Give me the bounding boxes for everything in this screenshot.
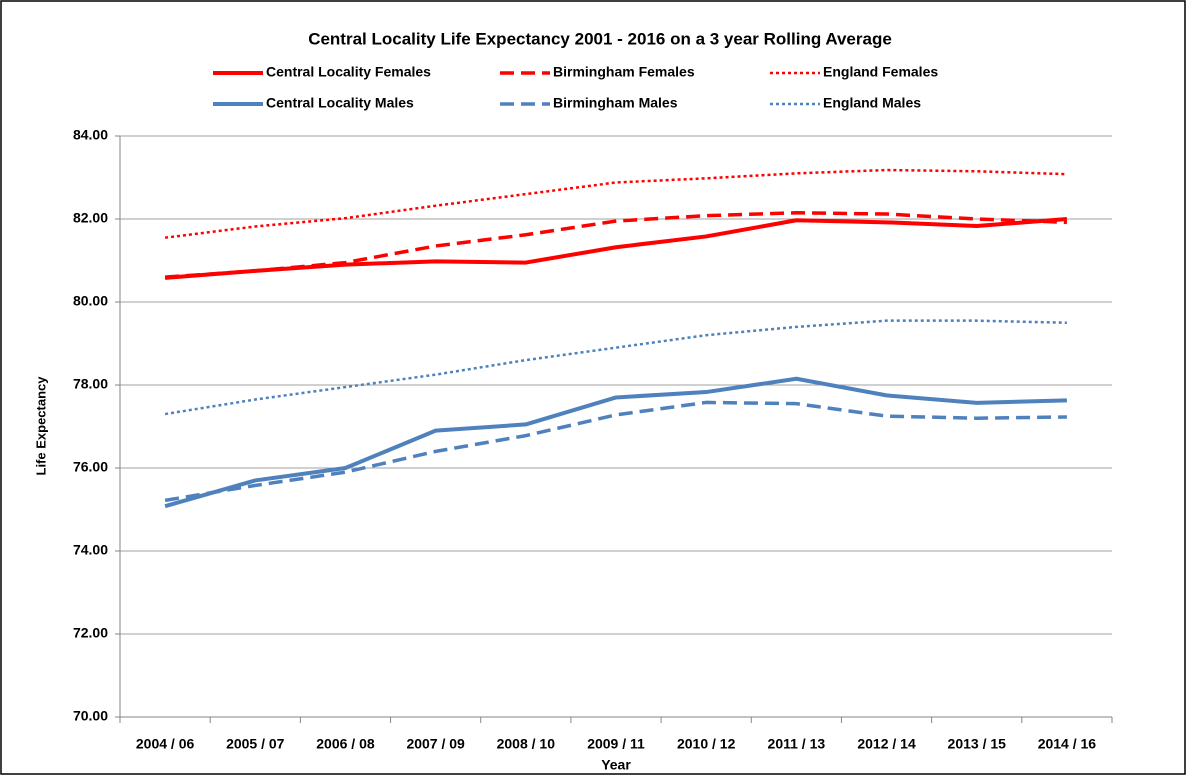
x-tick-label: 2012 / 14 — [857, 736, 916, 752]
x-tick-label: 2014 / 16 — [1038, 736, 1097, 752]
series-line — [164, 211, 1067, 279]
series-line — [164, 376, 1067, 509]
legend-label: Birmingham Females — [553, 64, 695, 80]
x-tick-label: 2007 / 09 — [406, 736, 465, 752]
x-tick-label: 2011 / 13 — [768, 736, 826, 752]
legend-label: Central Locality Males — [266, 95, 414, 111]
y-tick-label: 72.00 — [73, 625, 108, 641]
x-tick-label: 2004 / 06 — [136, 736, 195, 752]
x-tick-label: 2008 / 10 — [497, 736, 556, 752]
legend-label: Birmingham Males — [553, 95, 678, 111]
y-tick-label: 78.00 — [73, 376, 108, 392]
x-axis-title: Year — [601, 757, 631, 773]
y-tick-label: 70.00 — [73, 708, 108, 724]
series-line — [164, 319, 1067, 416]
series-line — [164, 168, 1067, 239]
y-tick-label: 82.00 — [73, 210, 108, 226]
x-tick-label: 2013 / 15 — [948, 736, 1007, 752]
x-tick-label: 2005 / 07 — [226, 736, 285, 752]
x-tick-label: 2010 / 12 — [677, 736, 736, 752]
x-tick-label: 2009 / 11 — [587, 736, 645, 752]
y-tick-label: 76.00 — [73, 459, 108, 475]
y-tick-label: 74.00 — [73, 542, 108, 558]
chart-title: Central Locality Life Expectancy 2001 - … — [308, 29, 892, 48]
legend-label: England Females — [823, 64, 938, 80]
legend-label: England Males — [823, 95, 921, 111]
y-tick-label: 80.00 — [73, 293, 108, 309]
series-line — [164, 400, 1067, 503]
x-tick-label: 2006 / 08 — [316, 736, 375, 752]
legend-label: Central Locality Females — [266, 64, 431, 80]
y-tick-label: 84.00 — [73, 127, 108, 143]
y-axis-title: Life Expectancy — [33, 376, 48, 476]
